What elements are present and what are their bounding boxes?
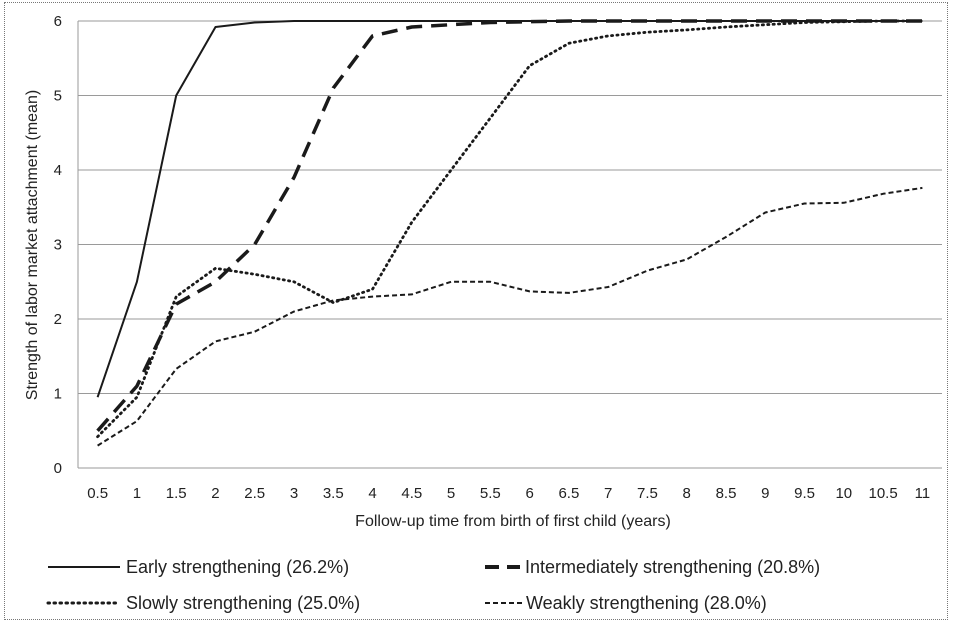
y-tick-label: 0 — [54, 460, 62, 477]
y-tick-label: 1 — [54, 386, 62, 403]
x-tick-label: 5.5 — [480, 485, 501, 502]
x-tick-label: 2.5 — [244, 485, 265, 502]
legend-item-weakly: Weakly strengthening (28.0%) — [485, 593, 767, 613]
chart-frame — [4, 2, 948, 620]
series-line-solid — [96, 20, 923, 398]
y-tick-labels: 0 1 2 3 4 5 6 — [54, 13, 62, 477]
x-tick-label: 5 — [447, 485, 455, 502]
x-tick-label: 9 — [761, 485, 769, 502]
legend: Early strengthening (26.2%) Intermediate… — [46, 557, 820, 613]
axes — [77, 21, 942, 469]
y-tick-label: 4 — [54, 162, 62, 179]
x-tick-labels: 0.5 1 1.5 2 2.5 3 3.5 4 4.5 5 5.5 6 6.5 7 7.5 8 8.5 9 9.5 1… — [87, 485, 930, 502]
legend-label-weakly: Weakly strengthening (28.0%) — [526, 593, 767, 613]
x-tick-label: 6.5 — [558, 485, 579, 502]
y-tick-label: 6 — [54, 13, 62, 30]
gridlines — [78, 20, 942, 394]
legend-label-slowly: Slowly strengthening (25.0%) — [126, 593, 360, 613]
x-tick-label: 3 — [290, 485, 298, 502]
series-line-long-dash — [96, 19, 923, 432]
legend-label-intermediate: Intermediately strengthening (20.8%) — [525, 557, 820, 577]
legend-label-early: Early strengthening (26.2%) — [126, 557, 349, 577]
series-line-dotted — [96, 19, 924, 439]
x-tick-label: 1 — [133, 485, 141, 502]
series-line-short-dash — [97, 186, 923, 447]
x-tick-label: 3.5 — [323, 485, 344, 502]
x-tick-label: 7.5 — [637, 485, 658, 502]
legend-item-slowly: Slowly strengthening (25.0%) — [46, 593, 360, 613]
y-tick-label: 5 — [54, 88, 62, 105]
x-tick-label: 1.5 — [166, 485, 187, 502]
x-tick-label: 7 — [604, 485, 612, 502]
x-tick-label: 8 — [683, 485, 691, 502]
x-tick-label: 10.5 — [868, 485, 897, 502]
x-tick-label: 9.5 — [794, 485, 815, 502]
x-tick-label: 4 — [368, 485, 376, 502]
x-axis-title: Follow-up time from birth of first child… — [355, 513, 671, 530]
x-tick-label: 4.5 — [401, 485, 422, 502]
x-tick-label: 2 — [211, 485, 219, 502]
x-tick-label: 11 — [915, 485, 931, 502]
x-tick-label: 8.5 — [716, 485, 737, 502]
legend-item-intermediate: Intermediately strengthening (20.8%) — [485, 557, 820, 577]
y-axis-title: Strength of labor market attachment (mea… — [24, 90, 41, 400]
x-tick-label: 6 — [525, 485, 533, 502]
x-tick-label: 10 — [835, 485, 852, 502]
y-tick-label: 2 — [54, 311, 62, 328]
y-tick-label: 3 — [54, 237, 62, 254]
series-lines — [96, 19, 924, 447]
x-tick-label: 0.5 — [87, 485, 108, 502]
legend-item-early: Early strengthening (26.2%) — [48, 557, 349, 577]
